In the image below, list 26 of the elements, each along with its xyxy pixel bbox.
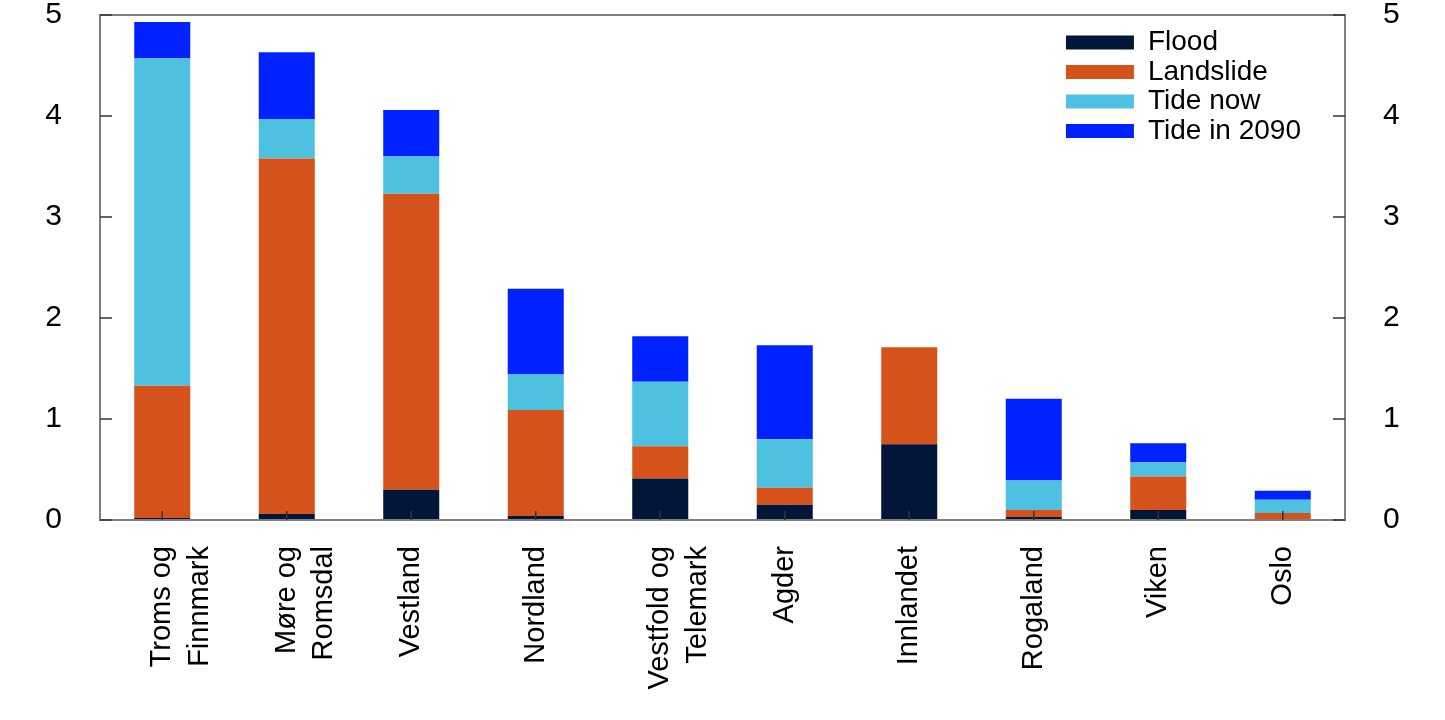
- legend-label: Landslide: [1147, 54, 1268, 86]
- x-tick-label: Agder: [766, 545, 799, 624]
- x-tick-label: Oslo: [1264, 546, 1297, 606]
- x-tick-label: Troms og Finnmark: [144, 545, 214, 668]
- y-tick-label: 2: [45, 299, 62, 333]
- x-tick-label: Innlandet: [891, 546, 924, 666]
- x-tick-label: Viken: [1140, 546, 1173, 619]
- legend-label: Flood: [1147, 25, 1218, 57]
- y-tick-label: 1: [45, 400, 62, 434]
- y2-tick-label: 5: [1383, 0, 1400, 30]
- x-tick-label: Rogaland: [1015, 546, 1048, 671]
- legend-label: Tide in 2090: [1147, 113, 1302, 145]
- y-tick-label: 3: [45, 198, 62, 232]
- y2-tick-label: 3: [1383, 198, 1400, 232]
- y2-tick-label: 0: [1383, 501, 1400, 535]
- legend-label: Tide now: [1147, 84, 1262, 116]
- y-tick-label: 0: [45, 501, 62, 535]
- y-tick-label: 4: [45, 97, 62, 131]
- y2-tick-label: 1: [1383, 400, 1400, 434]
- y-tick-label: 5: [45, 0, 62, 30]
- y2-tick-label: 4: [1383, 97, 1400, 131]
- x-tick-label: Nordland: [517, 546, 550, 664]
- x-tick-label: Vestfold og Telemark: [642, 545, 712, 690]
- y2-tick-label: 2: [1383, 299, 1400, 333]
- x-tick-label: Møre og Romsdal: [268, 546, 339, 661]
- x-tick-label: Vestland: [393, 546, 426, 658]
